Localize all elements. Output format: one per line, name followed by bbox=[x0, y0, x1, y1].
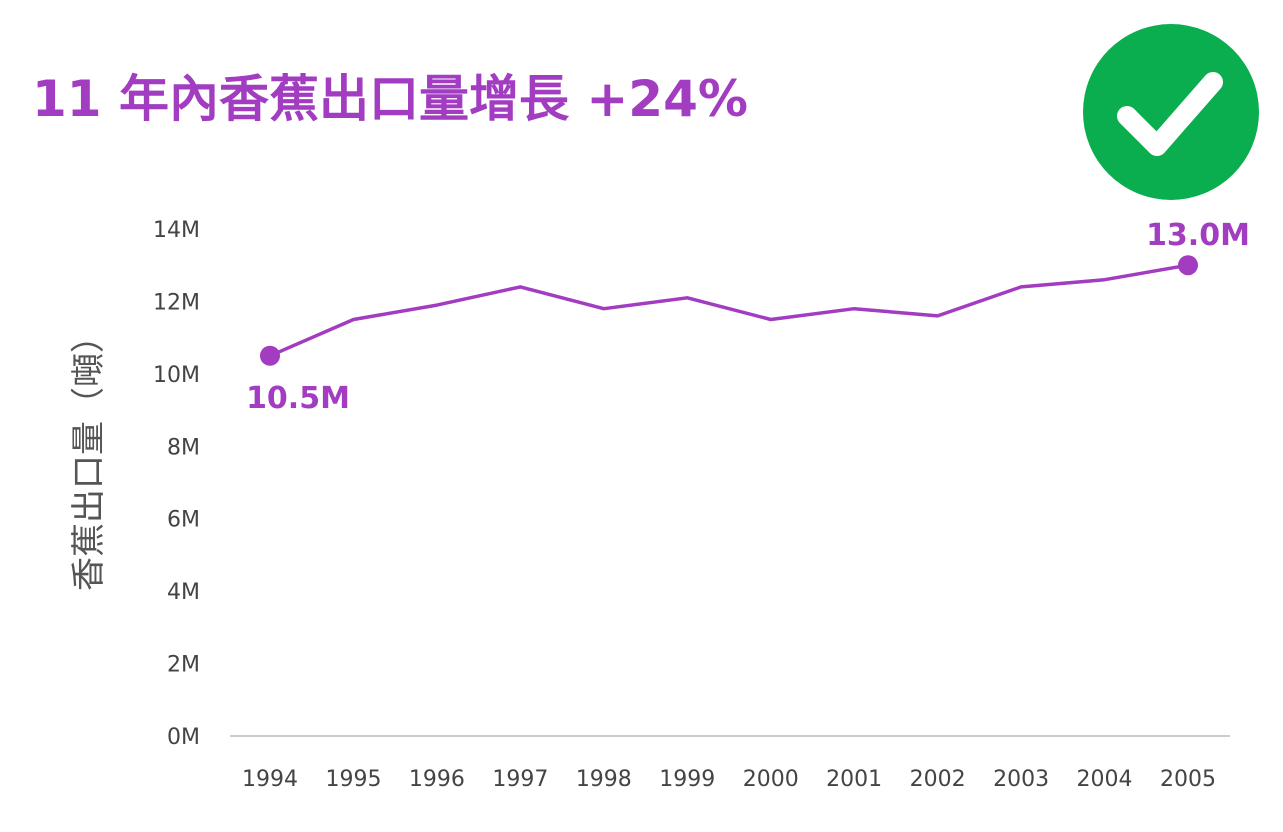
x-tick-label: 2003 bbox=[993, 767, 1049, 792]
y-tick-label: 2M bbox=[167, 653, 200, 678]
x-tick-label: 2004 bbox=[1077, 767, 1133, 792]
x-tick-label: 1994 bbox=[242, 767, 298, 792]
data-labels: 10.5M 13.0M bbox=[246, 218, 1250, 416]
y-tick-label: 6M bbox=[167, 508, 200, 533]
chart-title: 11 年內香蕉出口量增長 +24% bbox=[32, 70, 748, 128]
data-label: 13.0M bbox=[1146, 218, 1250, 253]
data-point-marker bbox=[1178, 255, 1198, 276]
series-markers bbox=[260, 255, 1198, 366]
data-point-marker bbox=[260, 345, 280, 366]
x-tick-label: 1996 bbox=[409, 767, 465, 792]
x-tick-label: 1995 bbox=[325, 767, 381, 792]
x-tick-label: 2002 bbox=[910, 767, 966, 792]
y-tick-label: 14M bbox=[153, 218, 200, 243]
x-tick-label: 1998 bbox=[576, 767, 632, 792]
series-line bbox=[269, 263, 1189, 358]
y-tick-label: 0M bbox=[167, 725, 200, 750]
x-tick-label: 2001 bbox=[826, 767, 882, 792]
y-axis-label: 香蕉出口量（噸） bbox=[69, 319, 109, 591]
data-label: 10.5M bbox=[246, 381, 350, 416]
y-tick-label: 10M bbox=[153, 363, 200, 388]
y-tick-label: 8M bbox=[167, 435, 200, 460]
x-tick-label: 2000 bbox=[743, 767, 799, 792]
y-axis-ticks: 0M 2M 4M 6M 8M 10M 12M 14M bbox=[153, 218, 200, 750]
checkmark-badge-icon bbox=[1083, 24, 1259, 200]
x-axis-ticks: 1994 1995 1996 1997 1998 1999 2000 2001 2002 2003… bbox=[242, 767, 1216, 792]
x-tick-label: 1997 bbox=[492, 767, 548, 792]
x-tick-label: 1999 bbox=[659, 767, 715, 792]
y-tick-label: 12M bbox=[153, 290, 200, 315]
y-tick-label: 4M bbox=[167, 580, 200, 605]
x-tick-label: 2005 bbox=[1160, 767, 1216, 792]
